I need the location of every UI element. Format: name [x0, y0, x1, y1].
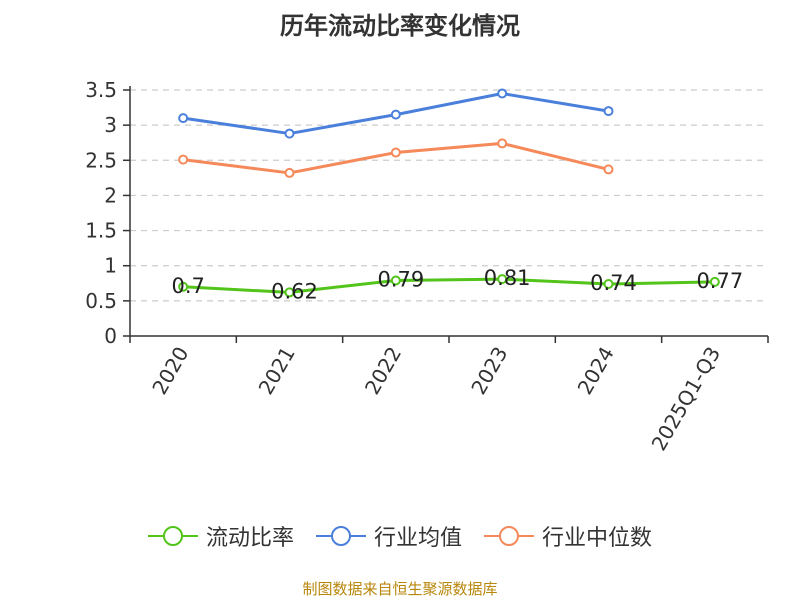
data-point-marker — [497, 274, 508, 285]
y-tick-label: 1.5 — [85, 219, 117, 243]
chart-title: 历年流动比率变化情况 — [280, 12, 520, 40]
data-point-marker — [178, 154, 189, 165]
y-tick-label: 2.5 — [85, 148, 117, 172]
legend-swatch-icon — [147, 526, 198, 546]
y-tick-label: 1 — [104, 254, 117, 278]
legend-item[interactable]: 行业均值 — [315, 520, 462, 552]
data-point-marker — [497, 138, 508, 149]
y-tick-label: 2 — [104, 183, 117, 207]
x-tick-label: 2021 — [254, 343, 300, 399]
legend-label: 行业中位数 — [542, 526, 653, 551]
series-line-0 — [183, 277, 715, 294]
grid-lines — [130, 89, 768, 302]
x-tick-label: 2022 — [360, 343, 406, 399]
data-label: 0.79 — [377, 267, 424, 291]
y-tick-label: 0.5 — [85, 289, 117, 313]
data-label: 0.74 — [590, 271, 637, 295]
x-tick-label: 2025Q1-Q3 — [646, 343, 725, 455]
data-point-marker — [709, 276, 720, 287]
source-note: 制图数据来自恒生聚源数据库 — [302, 580, 498, 598]
data-point-marker — [603, 106, 614, 117]
data-point-marker — [390, 147, 401, 158]
data-point-marker — [497, 88, 508, 99]
data-point-marker — [390, 109, 401, 120]
legend: 流动比率 行业均值 行业中位数 — [0, 520, 800, 552]
data-point-marker — [390, 275, 401, 286]
legend-swatch-icon — [484, 526, 534, 546]
legend-item[interactable]: 流动比率 — [147, 520, 294, 552]
data-point-marker — [603, 164, 614, 175]
data-label: 0.7 — [171, 274, 204, 298]
y-tick-label: 3 — [104, 113, 117, 137]
data-labels: 0.7 0.62 0.79 0.81 0.74 0.77 — [171, 266, 743, 303]
legend-swatch-icon — [315, 526, 366, 546]
x-tick-label: 2023 — [466, 342, 512, 398]
legend-item[interactable]: 行业中位数 — [484, 520, 652, 552]
data-point-marker — [284, 128, 295, 139]
x-tick-label: 2024 — [573, 343, 619, 399]
data-label: 0.62 — [271, 279, 318, 303]
legend-label: 行业均值 — [373, 526, 462, 551]
data-point-marker — [284, 167, 295, 178]
x-tick-label: 2020 — [147, 343, 193, 399]
axes: 0 0.5 1 1.5 2 2.5 3 3.5 2020 2021 2022 2023 2024 2025… — [85, 78, 769, 455]
data-point-marker — [284, 287, 295, 298]
y-tick-label: 3.5 — [85, 78, 117, 102]
data-point-marker — [178, 113, 189, 124]
legend-label: 流动比率 — [205, 526, 294, 551]
data-point-marker — [603, 278, 614, 289]
data-label: 0.81 — [484, 266, 531, 290]
data-point-marker — [178, 281, 189, 292]
y-tick-label: 0 — [104, 324, 117, 348]
series-lines — [178, 88, 720, 298]
data-label: 0.77 — [696, 269, 743, 293]
